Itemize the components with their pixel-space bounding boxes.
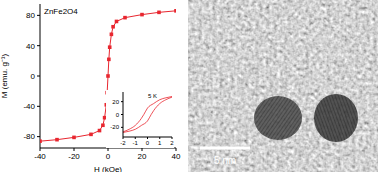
svg-text:M (emu. g⁻¹): M (emu. g⁻¹) (8, 54, 9, 99)
svg-text:-20: -20 (68, 152, 80, 161)
svg-text:2: 2 (170, 140, 174, 146)
svg-text:-20: -20 (110, 124, 119, 130)
html-text:5 K: 5 K (148, 93, 157, 99)
svg-text:40: 40 (26, 42, 35, 51)
html-text:ZnFe2O4: ZnFe2O4 (44, 7, 78, 16)
svg-text:80: 80 (26, 11, 35, 20)
svg-text:-1: -1 (133, 140, 139, 146)
svg-text:1: 1 (158, 140, 162, 146)
svg-text:0: 0 (31, 72, 36, 81)
svg-text:40: 40 (172, 152, 181, 161)
svg-text:-80: -80 (23, 132, 35, 141)
svg-text:0: 0 (146, 140, 150, 146)
svg-text:-40: -40 (34, 152, 46, 161)
svg-text:-2: -2 (120, 140, 126, 146)
svg-text:20: 20 (112, 99, 119, 105)
svg-text:5 nm: 5 nm (214, 155, 236, 166)
svg-text:0: 0 (116, 112, 120, 118)
svg-text:H (kOe): H (kOe) (94, 165, 122, 172)
svg-text:0: 0 (106, 152, 111, 161)
svg-text:20: 20 (138, 152, 147, 161)
svg-text:-40: -40 (23, 102, 35, 111)
